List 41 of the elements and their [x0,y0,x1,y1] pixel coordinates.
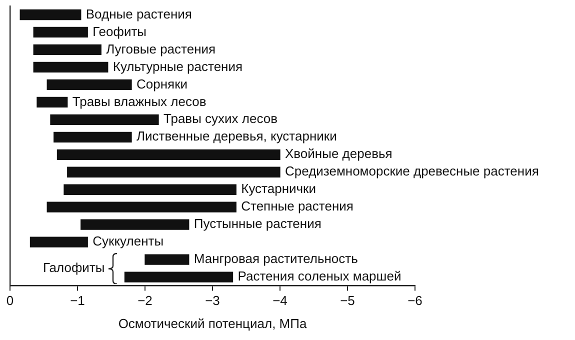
y-tick-label: Хвойные деревья [285,146,392,162]
bar [50,114,159,125]
y-tick-label: Степные растения [241,198,354,214]
y-tick-label: Суккуленты [92,234,164,249]
y-tick-label: Кустарнички [241,181,316,196]
bar [64,184,236,195]
bar [33,26,88,38]
x-tick-label: −4 [272,293,288,308]
x-tick-label: −1 [70,293,85,308]
x-axis-title: Осмотический потенциал, МПа [118,316,308,331]
y-tick-label: Сорняки [136,76,188,92]
y-tick-label: Травы влажных лесов [72,94,206,109]
y-tick-label: Культурные растения [112,58,243,74]
bar [46,79,132,90]
y-tick-label: Мангровая растительность [194,251,358,266]
bar [33,62,108,73]
bar [30,236,88,248]
bar [54,132,132,142]
y-tick-label: Лиственные деревья, кустарники [136,128,337,144]
y-tick-label: Геофиты [92,24,147,39]
y-tick-label: Водные растения [86,6,192,22]
bar [144,254,190,265]
y-tick-label: Средиземноморские древесные растения [285,164,539,179]
x-tick-label: 0 [6,293,14,308]
bar [36,96,68,108]
bar [124,272,234,282]
x-tick-label: −5 [340,293,355,308]
bar [56,149,280,160]
bar [67,166,280,178]
bar [20,9,82,20]
y-tick-label: Растения соленых маршей [238,268,402,284]
annotation: Галофиты [42,260,105,275]
bar [46,202,236,212]
x-tick-label: −6 [408,293,422,308]
x-tick-label: −2 [138,293,152,308]
bar [80,219,190,230]
bar [33,44,102,56]
y-tick-label: Травы сухих лесов [164,111,278,126]
y-tick-label: Пустынные растения [194,216,322,232]
y-tick-label: Луговые растения [106,41,216,56]
x-tick-label: −3 [205,293,220,308]
